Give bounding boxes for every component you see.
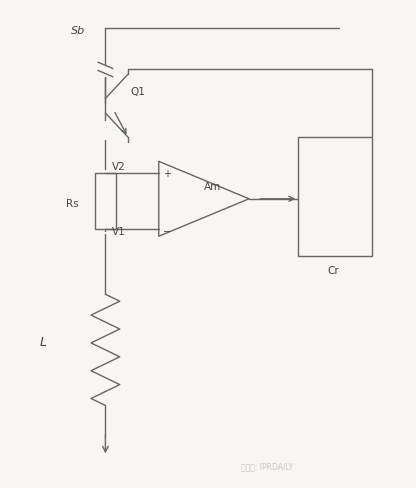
Text: −: −: [163, 226, 171, 236]
Text: 微信号: IPRDAILY: 微信号: IPRDAILY: [241, 461, 293, 470]
Text: L: L: [40, 335, 47, 348]
Text: V2: V2: [111, 161, 125, 171]
Text: Cr: Cr: [327, 265, 339, 275]
Text: Q1: Q1: [130, 86, 145, 97]
Text: Am: Am: [204, 182, 221, 192]
Bar: [298, 138, 372, 256]
Text: Rs: Rs: [67, 199, 79, 208]
Bar: [95, 174, 116, 229]
Text: V1: V1: [111, 226, 125, 236]
Text: Sb: Sb: [70, 26, 85, 36]
Text: +: +: [163, 168, 171, 179]
